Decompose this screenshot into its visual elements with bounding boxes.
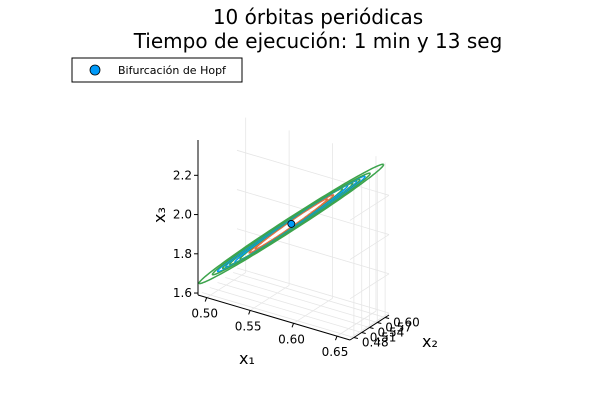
x-tick-mark [291, 323, 295, 328]
y-tick-mark [384, 317, 390, 319]
grid-line [225, 277, 378, 323]
grid-line [236, 149, 390, 196]
legend: Bifurcación de Hopf [71, 57, 243, 83]
y-tick-label: 0.51 [370, 331, 397, 345]
z-tick-label: 1.8 [173, 247, 192, 261]
z-tick-label: 2.2 [173, 168, 192, 182]
x-tick-label: 0.55 [235, 319, 262, 333]
chart-subtitle: Tiempo de ejecución: 1 min y 13 seg [133, 29, 503, 53]
z-axis-label: x₃ [150, 207, 169, 223]
z-tick-label: 2.0 [173, 208, 192, 222]
legend-label-hopf: Bifurcación de Hopf [118, 64, 227, 77]
grid-line [201, 292, 355, 338]
grid-line [236, 267, 390, 314]
x-tick-label: 0.60 [278, 332, 305, 346]
grid-line [349, 234, 390, 260]
y-tick-mark [361, 332, 366, 334]
x-axis-label: x₁ [239, 349, 255, 368]
y-tick-label: 0.48 [362, 336, 389, 350]
axes: x₁ x₂ x₃ 0.50 0.55 0.60 0.65 0.480.510.540.5… [150, 140, 438, 368]
orbits [198, 163, 385, 285]
x-tick-label: 0.50 [191, 307, 218, 321]
grid-line [232, 272, 386, 318]
x-axis-line [197, 294, 351, 341]
z-tick-label: 1.6 [173, 286, 192, 300]
y-axis-label: x₂ [422, 332, 438, 351]
y-tick-label: 0.54 [378, 326, 405, 340]
x-tick-mark [248, 310, 251, 315]
grid-line [349, 312, 390, 339]
x-tick-mark [335, 335, 338, 341]
grid-line [349, 194, 390, 221]
grid-line [217, 282, 370, 328]
x-tick-mark [204, 297, 208, 302]
x-tick-label: 0.65 [322, 345, 349, 359]
legend-marker-hopf [89, 64, 101, 76]
y-tick-label: 0.60 [393, 316, 420, 330]
y-tick-label: 0.57 [385, 321, 412, 335]
orbit-line [211, 172, 371, 276]
grid-line [209, 287, 362, 333]
chart-title: 10 órbitas periódicas [213, 5, 423, 29]
hopf-point [287, 220, 296, 228]
y-tick-mark [377, 322, 382, 324]
orbit-line [198, 163, 385, 285]
y-tick-mark [353, 337, 359, 339]
y-tick-mark [369, 327, 374, 329]
grid-line [349, 273, 390, 300]
